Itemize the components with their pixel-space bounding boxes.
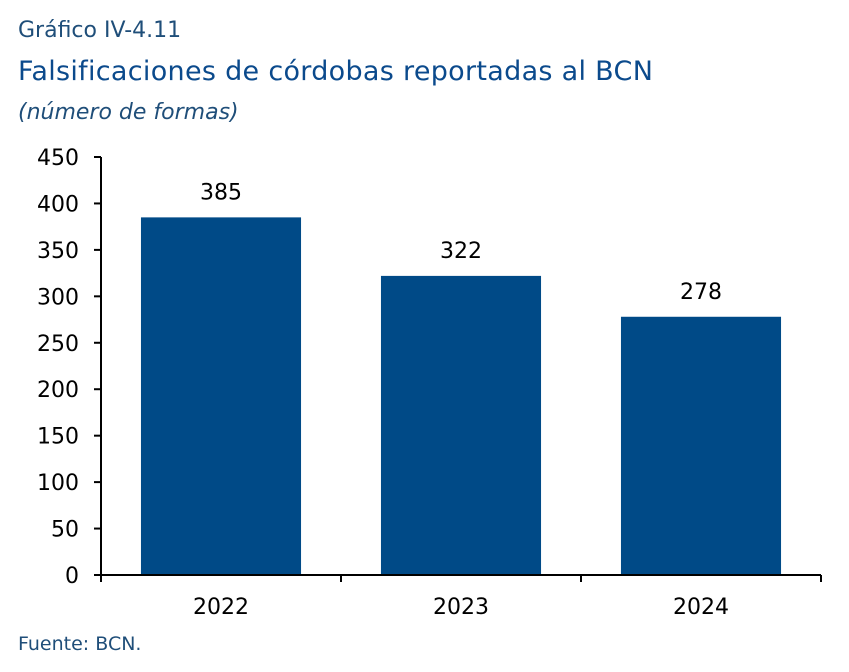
y-tick-label-400: 400 xyxy=(37,192,79,217)
x-tick-label-2023: 2023 xyxy=(433,595,489,620)
axes-layer xyxy=(94,156,822,582)
data-label-2023: 322 xyxy=(440,239,482,264)
y-tick-label-100: 100 xyxy=(37,471,79,496)
data-label-2024: 278 xyxy=(680,280,722,305)
bar-2024 xyxy=(620,316,782,575)
bars-layer xyxy=(140,217,782,575)
y-tick-label-150: 150 xyxy=(37,425,79,450)
bar-2022 xyxy=(140,217,302,575)
y-tick-label-50: 50 xyxy=(51,518,79,543)
chart-subtitle: (número de formas) xyxy=(18,100,239,125)
y-tick-label-450: 450 xyxy=(37,146,79,171)
source-note: Fuente: BCN. xyxy=(18,633,142,655)
x-tick-label-2022: 2022 xyxy=(193,595,249,620)
y-tick-label-300: 300 xyxy=(37,285,79,310)
graph-number: Gráfico IV-4.11 xyxy=(18,18,182,43)
y-tick-label-350: 350 xyxy=(37,239,79,264)
labels-layer: 385 2022 322 2023 278 2024 0 50 100 150 200 250 300 3… xyxy=(37,146,729,620)
y-tick-label-250: 250 xyxy=(37,332,79,357)
chart-title: Falsificaciones de córdobas reportadas a… xyxy=(18,56,654,87)
y-tick-label-200: 200 xyxy=(37,378,79,403)
bar-2023 xyxy=(380,275,542,575)
y-tick-label-0: 0 xyxy=(65,564,79,589)
x-tick-label-2024: 2024 xyxy=(673,595,729,620)
data-label-2022: 385 xyxy=(200,180,242,205)
